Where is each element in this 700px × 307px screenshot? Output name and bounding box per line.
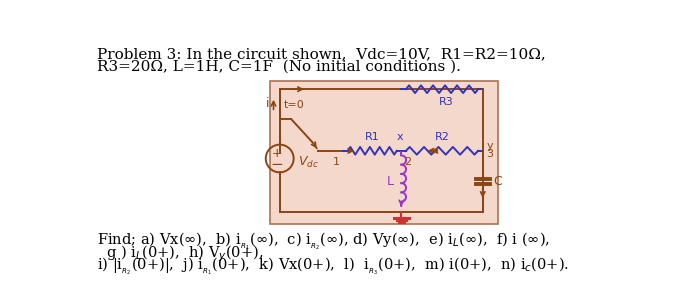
Text: R2: R2 (435, 132, 449, 142)
Text: i) |i$_{_{R_2}}$(0+)|,  j) i$_{_{R_1}}$(0+),  k) Vx(0+),  l)  i$_{_{R_3}}$(0+), : i) |i$_{_{R_2}}$(0+)|, j) i$_{_{R_1}}$(0… (97, 255, 569, 277)
Text: i: i (265, 97, 269, 110)
FancyBboxPatch shape (270, 81, 498, 224)
Text: −: − (270, 157, 283, 172)
Text: 2: 2 (404, 157, 411, 167)
Text: x: x (396, 132, 403, 142)
Text: 3: 3 (486, 149, 493, 159)
Text: C: C (494, 175, 503, 188)
Text: y: y (486, 141, 493, 151)
Text: R3: R3 (439, 97, 454, 107)
Text: R1: R1 (365, 132, 379, 142)
Text: 1: 1 (332, 157, 340, 167)
Text: +: + (272, 147, 282, 160)
Text: L: L (387, 175, 394, 188)
Text: R3=20Ω, L=1H, C=1F  (No initial conditions ).: R3=20Ω, L=1H, C=1F (No initial condition… (97, 60, 461, 74)
Text: Problem 3: In the circuit shown,  Vdc=10V,  R1=R2=10Ω,: Problem 3: In the circuit shown, Vdc=10V… (97, 47, 545, 61)
Text: g ) i$_L$(0+),  h) V$_y$(0+),: g ) i$_L$(0+), h) V$_y$(0+), (106, 243, 264, 264)
Text: t=0: t=0 (284, 100, 304, 110)
Text: $V_{dc}$: $V_{dc}$ (298, 155, 318, 170)
Text: Find; a) Vx($\infty$),  b) i$_{_{R_1}}$($\infty$),  c) i$_{_{R_2}}$($\infty$), d: Find; a) Vx($\infty$), b) i$_{_{R_1}}$($… (97, 230, 550, 252)
